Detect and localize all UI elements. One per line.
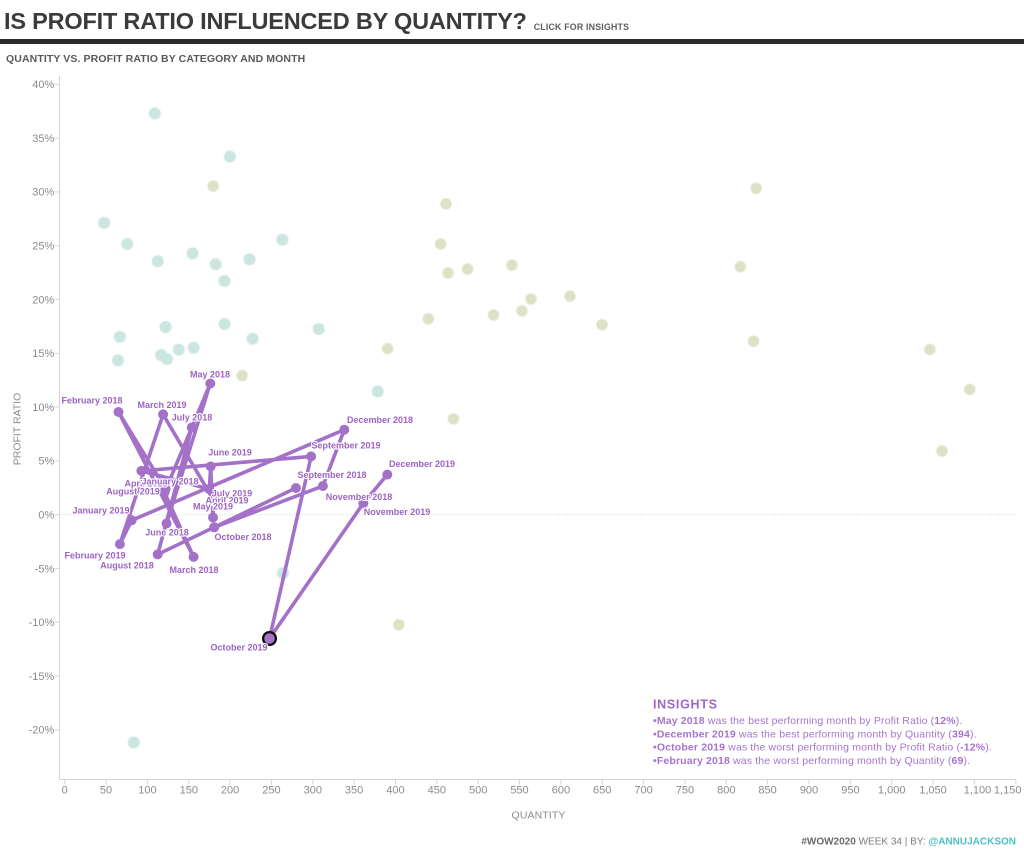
svg-text:30%: 30%: [32, 187, 54, 199]
svg-text:February 2018: February 2018: [61, 396, 122, 406]
svg-text:August 2019: August 2019: [106, 487, 160, 497]
svg-text:April 2018: April 2018: [124, 479, 167, 489]
svg-text:400: 400: [386, 785, 404, 797]
svg-text:•December 2019 was the best pe: •December 2019 was the best performing m…: [653, 728, 977, 740]
svg-text:150: 150: [180, 785, 198, 797]
svg-text:August 2018: August 2018: [100, 561, 154, 571]
svg-text:5%: 5%: [38, 456, 54, 468]
svg-text:-10%: -10%: [29, 617, 55, 629]
svg-text:December 2019: December 2019: [389, 459, 455, 469]
svg-text:January 2019: January 2019: [72, 506, 129, 516]
svg-text:June 2019: June 2019: [208, 448, 252, 458]
svg-text:July 2018: July 2018: [172, 413, 213, 423]
svg-text:600: 600: [552, 785, 570, 797]
svg-text:PROFIT RATIO: PROFIT RATIO: [12, 393, 24, 466]
svg-text:May 2019: May 2019: [193, 502, 233, 512]
svg-text:10%: 10%: [32, 402, 54, 414]
svg-text:0%: 0%: [38, 510, 54, 522]
svg-text:September 2018: September 2018: [297, 470, 366, 480]
svg-text:850: 850: [758, 785, 776, 797]
svg-text:15%: 15%: [32, 348, 54, 360]
svg-text:INSIGHTS: INSIGHTS: [653, 698, 718, 712]
svg-text:950: 950: [841, 785, 859, 797]
svg-text:February 2019: February 2019: [64, 551, 125, 561]
svg-text:1,150: 1,150: [994, 785, 1022, 797]
svg-text:650: 650: [593, 785, 611, 797]
svg-text:100: 100: [138, 785, 156, 797]
svg-text:450: 450: [428, 785, 446, 797]
svg-text:25%: 25%: [32, 241, 54, 253]
svg-text:-15%: -15%: [29, 671, 55, 683]
svg-text:1,000: 1,000: [878, 785, 906, 797]
svg-text:September 2019: September 2019: [311, 441, 380, 451]
svg-text:•February 2018 was the worst p: •February 2018 was the worst performing …: [653, 755, 970, 767]
svg-text:-5%: -5%: [35, 563, 55, 575]
svg-text:20%: 20%: [32, 294, 54, 306]
svg-text:QUANTITY: QUANTITY: [512, 810, 566, 822]
svg-text:0: 0: [62, 785, 68, 797]
svg-text:November 2018: November 2018: [326, 492, 393, 502]
svg-text:June 2018: June 2018: [145, 528, 189, 538]
svg-text:March 2019: March 2019: [137, 400, 186, 410]
svg-text:50: 50: [100, 785, 112, 797]
svg-text:May 2018: May 2018: [190, 370, 230, 380]
svg-text:550: 550: [510, 785, 528, 797]
svg-text:800: 800: [717, 785, 735, 797]
svg-text:•May 2018 was the best perform: •May 2018 was the best performing month …: [653, 715, 962, 727]
svg-text:40%: 40%: [32, 79, 54, 91]
svg-text:-20%: -20%: [29, 725, 55, 737]
svg-text:March 2018: March 2018: [169, 565, 218, 575]
svg-text:750: 750: [676, 785, 694, 797]
svg-text:October 2018: October 2018: [214, 532, 271, 542]
svg-text:200: 200: [221, 785, 239, 797]
svg-text:300: 300: [304, 785, 322, 797]
svg-text:500: 500: [469, 785, 487, 797]
svg-text:350: 350: [345, 785, 363, 797]
svg-text:October 2019: October 2019: [210, 643, 267, 653]
svg-text:April 2019: April 2019: [205, 496, 248, 506]
svg-text:#WOW2020 WEEK 34 | BY: @ANNUJA: #WOW2020 WEEK 34 | BY: @ANNUJACKSON: [801, 837, 1016, 848]
svg-text:900: 900: [800, 785, 818, 797]
svg-text:January 2018: January 2018: [141, 477, 198, 487]
svg-text:1,100: 1,100: [964, 785, 992, 797]
svg-text:1,050: 1,050: [919, 785, 947, 797]
svg-text:•October 2019 was the worst pe: •October 2019 was the worst performing m…: [653, 742, 992, 754]
svg-text:35%: 35%: [32, 133, 54, 145]
svg-text:700: 700: [634, 785, 652, 797]
svg-text:July 2019: July 2019: [212, 489, 253, 499]
svg-text:250: 250: [262, 785, 280, 797]
svg-text:November 2019: November 2019: [364, 507, 431, 517]
svg-text:December 2018: December 2018: [347, 415, 413, 425]
